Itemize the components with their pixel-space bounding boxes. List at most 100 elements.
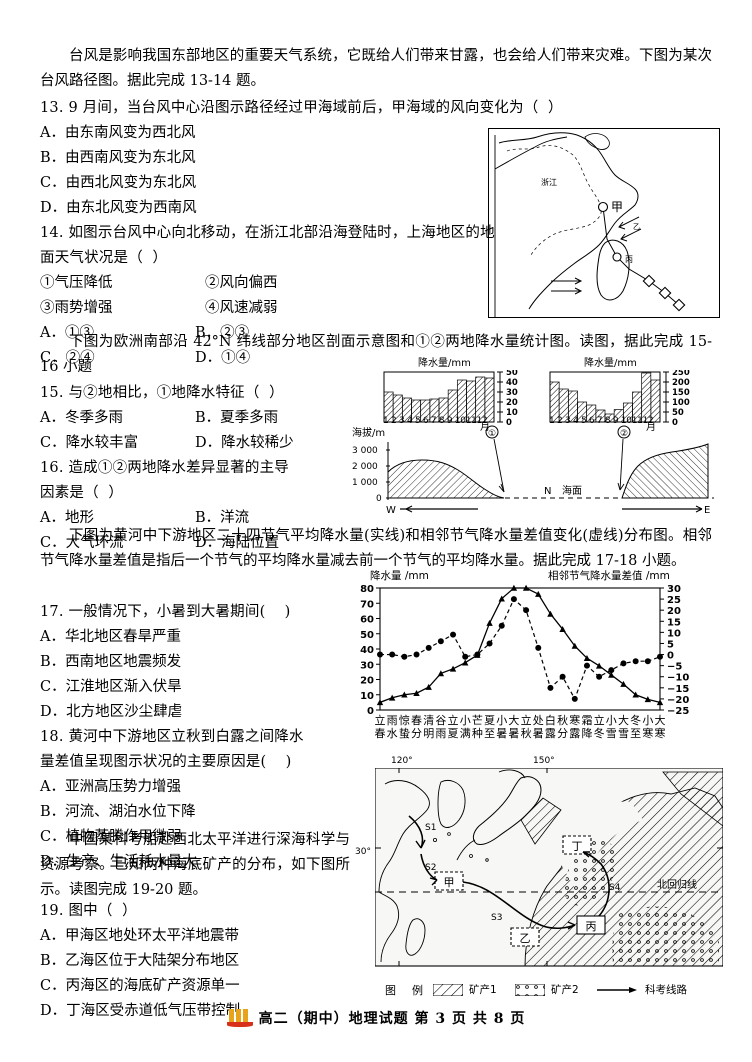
svg-text:大: 大: [655, 713, 666, 727]
svg-text:白: 白: [545, 713, 556, 727]
question-13-stem: 13. 9 月间，当台风中心沿图示路径经过甲海域前后，甲海域的风向变化为（ ）: [40, 100, 563, 116]
page-footer: 高二（期中）地理试题 第 3 页 共 8 页: [0, 1008, 752, 1028]
svg-text:秋: 秋: [557, 713, 568, 727]
svg-text:寒: 寒: [655, 726, 666, 740]
question-18-option-c: C．植物蒸腾作用微弱: [40, 829, 182, 845]
question-16-option-d: D．海陆位置: [195, 535, 280, 551]
footer-text: 高二（期中）地理试题 第 3 页 共 8 页: [258, 1011, 526, 1027]
solar-chart-right-title: 相邻节气降水量差值 /mm: [548, 570, 670, 582]
svg-text:100: 100: [672, 398, 690, 408]
svg-text:冬: 冬: [594, 726, 605, 740]
question-14-stem-line2: 面天气状况是（ ）: [40, 250, 168, 266]
svg-text:冬: 冬: [630, 713, 641, 727]
question-15-stem: 15. 与②地相比，①地降水特征（ ）: [40, 385, 284, 401]
question-16-stem-line1: 16. 造成①②两地降水差异显著的主导: [40, 460, 289, 476]
svg-text:30: 30: [667, 584, 681, 595]
svg-text:立: 立: [448, 713, 459, 727]
question-15-option-b: B．夏季多雨: [195, 410, 279, 426]
svg-text:立: 立: [521, 713, 532, 727]
cross-section-ytick-1000: 1 000: [352, 478, 378, 488]
cross-section-ytick-0: 0: [376, 494, 382, 504]
svg-text:处: 处: [533, 714, 544, 727]
precip-chart-site2-xticks: 1 2 3 4 5 6 7 8 9 101112: [549, 416, 654, 426]
pacific-map-lon-150: 150°: [533, 756, 555, 766]
svg-text:立: 立: [375, 713, 386, 727]
precip-chart-site2: 降水量/mm 0 50 100 150 200 250 1 2 3 4 5 6 7 8 9…: [548, 356, 698, 433]
svg-text:0: 0: [506, 418, 512, 428]
question-14-option-d: D．①④: [195, 350, 251, 366]
question-15-option-d: D．降水较稀少: [195, 435, 294, 451]
svg-text:芒: 芒: [472, 714, 483, 727]
question-17-stem: 17. 一般情况下，小暑到大暑期间( ): [40, 604, 291, 620]
svg-text:20: 20: [360, 676, 374, 687]
svg-text:W: W: [386, 505, 396, 514]
svg-text:150: 150: [672, 388, 690, 398]
pacific-map-lon-120: 120°: [391, 756, 413, 766]
svg-text:40: 40: [360, 645, 374, 656]
svg-text:小: 小: [496, 714, 507, 727]
svg-text:乙: 乙: [633, 223, 640, 231]
svg-text:春: 春: [375, 727, 386, 740]
question-19-stem: 19. 图中（ ）: [40, 903, 137, 919]
svg-text:0: 0: [367, 706, 374, 717]
svg-text:雪: 雪: [618, 727, 629, 740]
svg-text:秋: 秋: [521, 726, 532, 740]
svg-text:春: 春: [411, 714, 422, 727]
svg-text:小: 小: [642, 714, 653, 727]
svg-text:蛰: 蛰: [399, 727, 410, 740]
svg-text:80: 80: [360, 584, 374, 595]
cross-section-ytick-2000: 2 000: [352, 462, 378, 472]
svg-text:5: 5: [667, 639, 674, 650]
svg-text:−20: −20: [667, 695, 689, 706]
svg-text:S3: S3: [491, 913, 502, 923]
svg-text:露: 露: [545, 727, 556, 740]
europe-cross-section: 海拔/m 3 000 2 000 1 000 0: [352, 424, 720, 516]
svg-text:露: 露: [569, 727, 580, 740]
svg-text:15: 15: [667, 617, 681, 628]
svg-text:分: 分: [411, 727, 422, 740]
question-13-option-b: B．由西南风变为东北风: [40, 150, 196, 166]
pacific-map-lat-30: 30°: [355, 847, 371, 857]
question-14-option-c: C．②④: [40, 350, 95, 366]
question-17-option-b: B．西南地区地震频发: [40, 654, 182, 670]
svg-text:200: 200: [672, 378, 690, 388]
svg-text:惊: 惊: [399, 713, 410, 727]
solar-terms-precip-chart: 降水量 /mm 相邻节气降水量差值 /mm 0 10 20 30 40 50 60 70 80−…: [352, 568, 720, 758]
svg-text:雨: 雨: [435, 727, 446, 740]
question-14-sub-option-4: ④风速减弱: [205, 300, 278, 316]
svg-text:小: 小: [460, 714, 471, 727]
svg-text:S4: S4: [609, 883, 621, 893]
svg-text:丁: 丁: [572, 840, 583, 853]
svg-text:海面: 海面: [562, 484, 582, 497]
svg-text:70: 70: [360, 599, 374, 610]
svg-text:10: 10: [667, 628, 681, 639]
svg-text:降: 降: [581, 726, 592, 740]
pacific-map-legend-route: 科考线路: [645, 984, 687, 996]
svg-text:50: 50: [506, 370, 518, 378]
svg-text:夏: 夏: [448, 727, 459, 740]
svg-text:50: 50: [672, 408, 684, 418]
question-14-sub-option-1: ①气压降低: [40, 275, 113, 291]
question-13-option-a: A．由东南风变为西北风: [40, 125, 196, 141]
svg-text:雪: 雪: [606, 727, 617, 740]
question-16-option-b: B．洋流: [195, 510, 250, 526]
precip-chart-site1-xticks: 1 2 3 4 5 6 7 8 9 101112: [383, 416, 488, 426]
question-19-option-a: A．甲海区地处环太平洋地震带: [40, 928, 239, 944]
question-18-option-b: B．河流、湖泊水位下降: [40, 804, 196, 820]
precip-chart-site1: 降水量/mm 0 10 20 30 40 50 1 2 3 4 5 6 7 8 9 101…: [382, 356, 532, 433]
svg-text:暑: 暑: [496, 727, 507, 740]
precip-chart-site2-xlabel: 月: [646, 422, 656, 433]
question-14-option-b: B．②③: [195, 325, 250, 341]
svg-text:霜: 霜: [581, 714, 592, 727]
svg-text:30: 30: [360, 660, 374, 671]
svg-text:立: 立: [594, 713, 605, 727]
question-18-stem-line2: 量差值呈现图示状况的主要原因是( ): [40, 754, 292, 770]
svg-text:寒: 寒: [569, 713, 580, 727]
question-14-stem-line1: 14. 如图示台风中心向北移动，在浙江北部沿海登陆时，上海地区的地: [40, 225, 495, 241]
svg-text:−5: −5: [667, 662, 682, 673]
typhoon-track-map: 浙江 甲 乙 丙: [488, 128, 720, 318]
question-16-stem-line2: 因素是（ ）: [40, 485, 124, 501]
svg-text:甲: 甲: [444, 876, 455, 889]
svg-text:①: ①: [488, 429, 496, 439]
